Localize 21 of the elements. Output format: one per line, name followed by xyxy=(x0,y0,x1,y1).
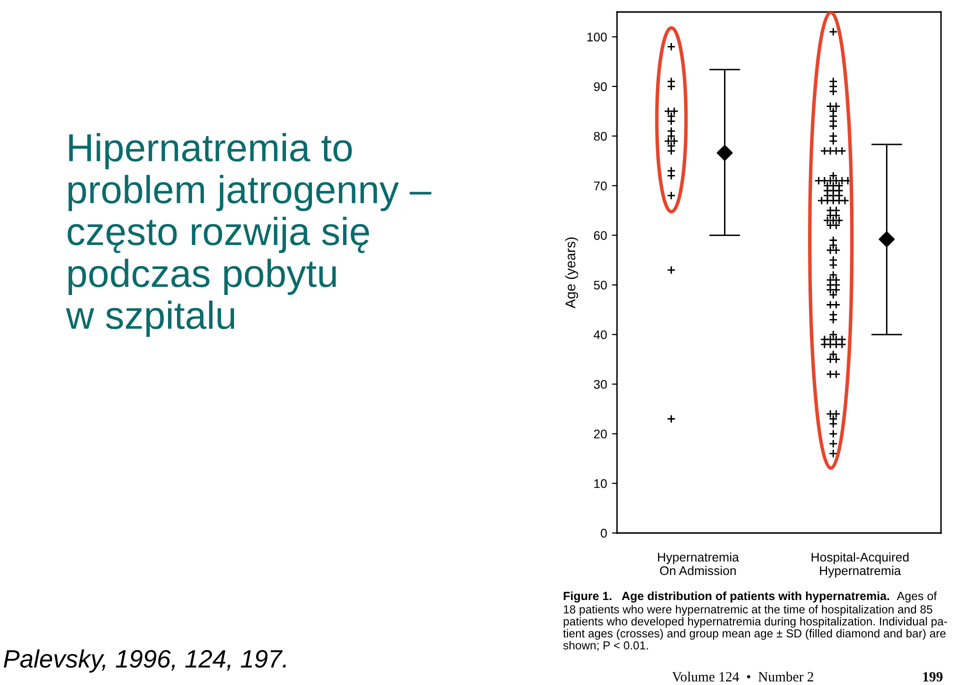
y-axis-title: Age (years) xyxy=(565,237,578,308)
y-tick-label: 30 xyxy=(594,380,607,389)
y-tick-label: 0 xyxy=(600,528,607,538)
y-tick-label: 10 xyxy=(594,479,607,488)
y-tick-label: 20 xyxy=(594,430,607,438)
text: Palevsky, 1996, 124, 197. xyxy=(4,649,286,673)
y-tick-label: 70 xyxy=(594,181,607,190)
caption: Figure 1. Age distribution of patients with hypernatremia. xyxy=(564,591,890,603)
x-tick-label: Hypernatremia On Admission xyxy=(658,552,739,576)
y-tick-label: 100 xyxy=(587,32,607,42)
y-tick-label: 40 xyxy=(594,330,607,340)
text: 199 xyxy=(923,672,942,682)
y-tick-label: 90 xyxy=(594,82,607,92)
text: 18 patients who were hypernatremic at the time of hospitalization and 85 patients who developed hypernatremia during hospitalization. Individual pa- tient ages (crosses) and group mean age ± SD (filled diamond and bar) are shown; P < 0.01. xyxy=(563,605,947,651)
text: Volume 124 • Number 2 xyxy=(672,672,814,682)
x-tick-label: Hospital-Acquired Hypernatremia xyxy=(812,552,909,578)
y-tick-label: 80 xyxy=(594,132,607,141)
y-tick-label: 60 xyxy=(594,231,607,240)
text: Hipernatremia to problem jatrogenny – często rozwija się podczas pobytu w szpitalu xyxy=(66,133,432,337)
y-tick-label: 50 xyxy=(594,280,607,290)
text: Ages of xyxy=(896,592,937,603)
